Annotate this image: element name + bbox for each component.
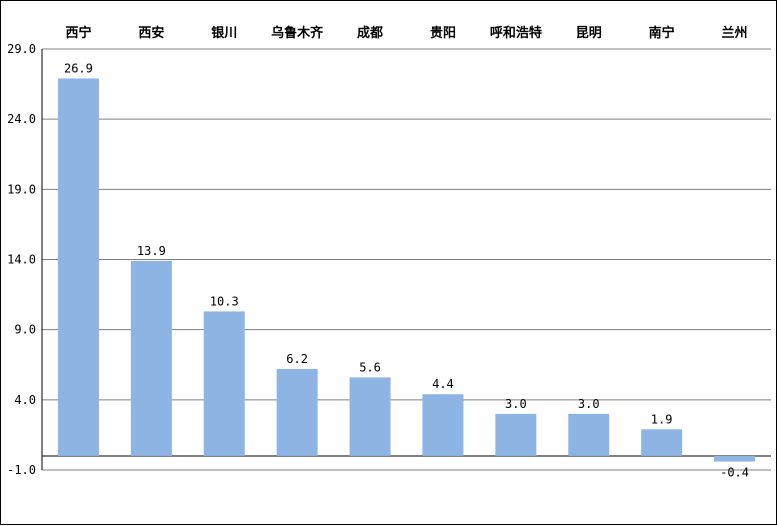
bar: [130, 260, 172, 456]
data-label: 3.0: [505, 397, 527, 411]
category-label: 南宁: [649, 25, 675, 41]
data-label: -0.4: [720, 466, 749, 480]
bar: [57, 78, 99, 456]
category-label: 西宁: [65, 25, 91, 41]
y-tick-label: -1.0: [7, 463, 36, 477]
data-label: 26.9: [64, 61, 93, 75]
y-tick-label: 4.0: [14, 393, 36, 407]
y-tick-label: 24.0: [7, 112, 36, 126]
bar: [349, 377, 391, 456]
y-tick-label: 29.0: [7, 42, 36, 56]
data-label: 3.0: [578, 397, 600, 411]
data-label: 5.6: [359, 360, 381, 374]
bar: [495, 413, 537, 456]
category-label: 兰州: [722, 25, 748, 41]
y-tick-label: 14.0: [7, 253, 36, 267]
bar: [714, 455, 756, 462]
category-label: 昆明: [576, 25, 602, 41]
y-tick-label: 9.0: [14, 323, 36, 337]
data-label: 13.9: [137, 244, 166, 258]
bar: [276, 368, 318, 456]
bar: [203, 311, 245, 456]
category-label: 乌鲁木齐: [271, 25, 324, 41]
bar: [568, 413, 610, 456]
category-label: 成都: [357, 25, 383, 41]
category-label: 贵阳: [430, 25, 456, 41]
data-label: 6.2: [286, 352, 308, 366]
category-label: 银川: [211, 25, 237, 41]
data-label: 10.3: [210, 294, 239, 308]
category-label: 西安: [138, 25, 164, 41]
data-label: 4.4: [432, 377, 454, 391]
y-tick-label: 19.0: [7, 182, 36, 196]
bar: [422, 394, 464, 456]
bar: [641, 429, 683, 456]
data-label: 1.9: [651, 412, 673, 426]
category-label: 呼和浩特: [490, 25, 542, 41]
